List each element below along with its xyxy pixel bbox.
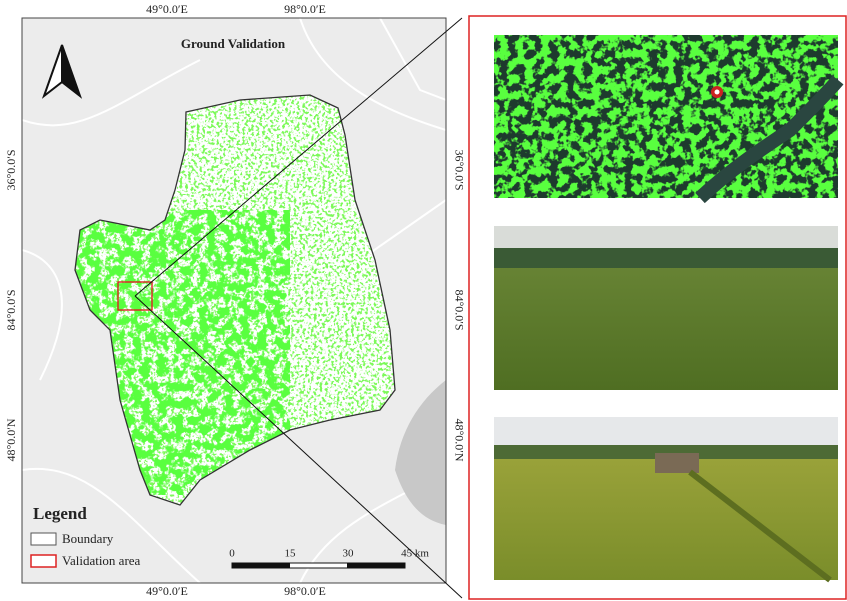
coordinate-label: 98°0.0′E <box>284 2 326 16</box>
scale-bar <box>232 563 405 568</box>
coordinate-label: 36°0.0′S <box>452 149 466 190</box>
scale-label: 0 <box>229 548 235 560</box>
legend-title: Legend <box>33 504 87 523</box>
map-title: Ground Validation <box>181 36 286 51</box>
coordinate-label: 84°0.0′S <box>452 289 466 330</box>
coordinate-label: 48°0.0′N <box>452 418 466 461</box>
scale-label: 15 <box>285 548 297 560</box>
figure: Ground Validation Legend Boundary Valida… <box>0 0 847 601</box>
scale-label: 45 km <box>401 548 429 560</box>
coordinate-label: 49°0.0′E <box>146 584 188 598</box>
coordinate-label: 49°0.0′E <box>146 2 188 16</box>
legend-item: Validation area <box>62 553 141 568</box>
coordinate-label: 36°0.0′S <box>4 149 18 190</box>
legend-swatch <box>31 533 56 545</box>
legend-item: Boundary <box>62 531 114 546</box>
coordinate-label: 98°0.0′E <box>284 584 326 598</box>
coordinate-label: 48°0.0′N <box>4 418 18 461</box>
legend-swatch <box>31 555 56 567</box>
coordinate-label: 84°0.0′S <box>4 289 18 330</box>
satellite-photo <box>494 35 838 198</box>
scale-label: 30 <box>343 548 355 560</box>
field-photo <box>494 417 838 580</box>
field-photo <box>494 226 838 390</box>
